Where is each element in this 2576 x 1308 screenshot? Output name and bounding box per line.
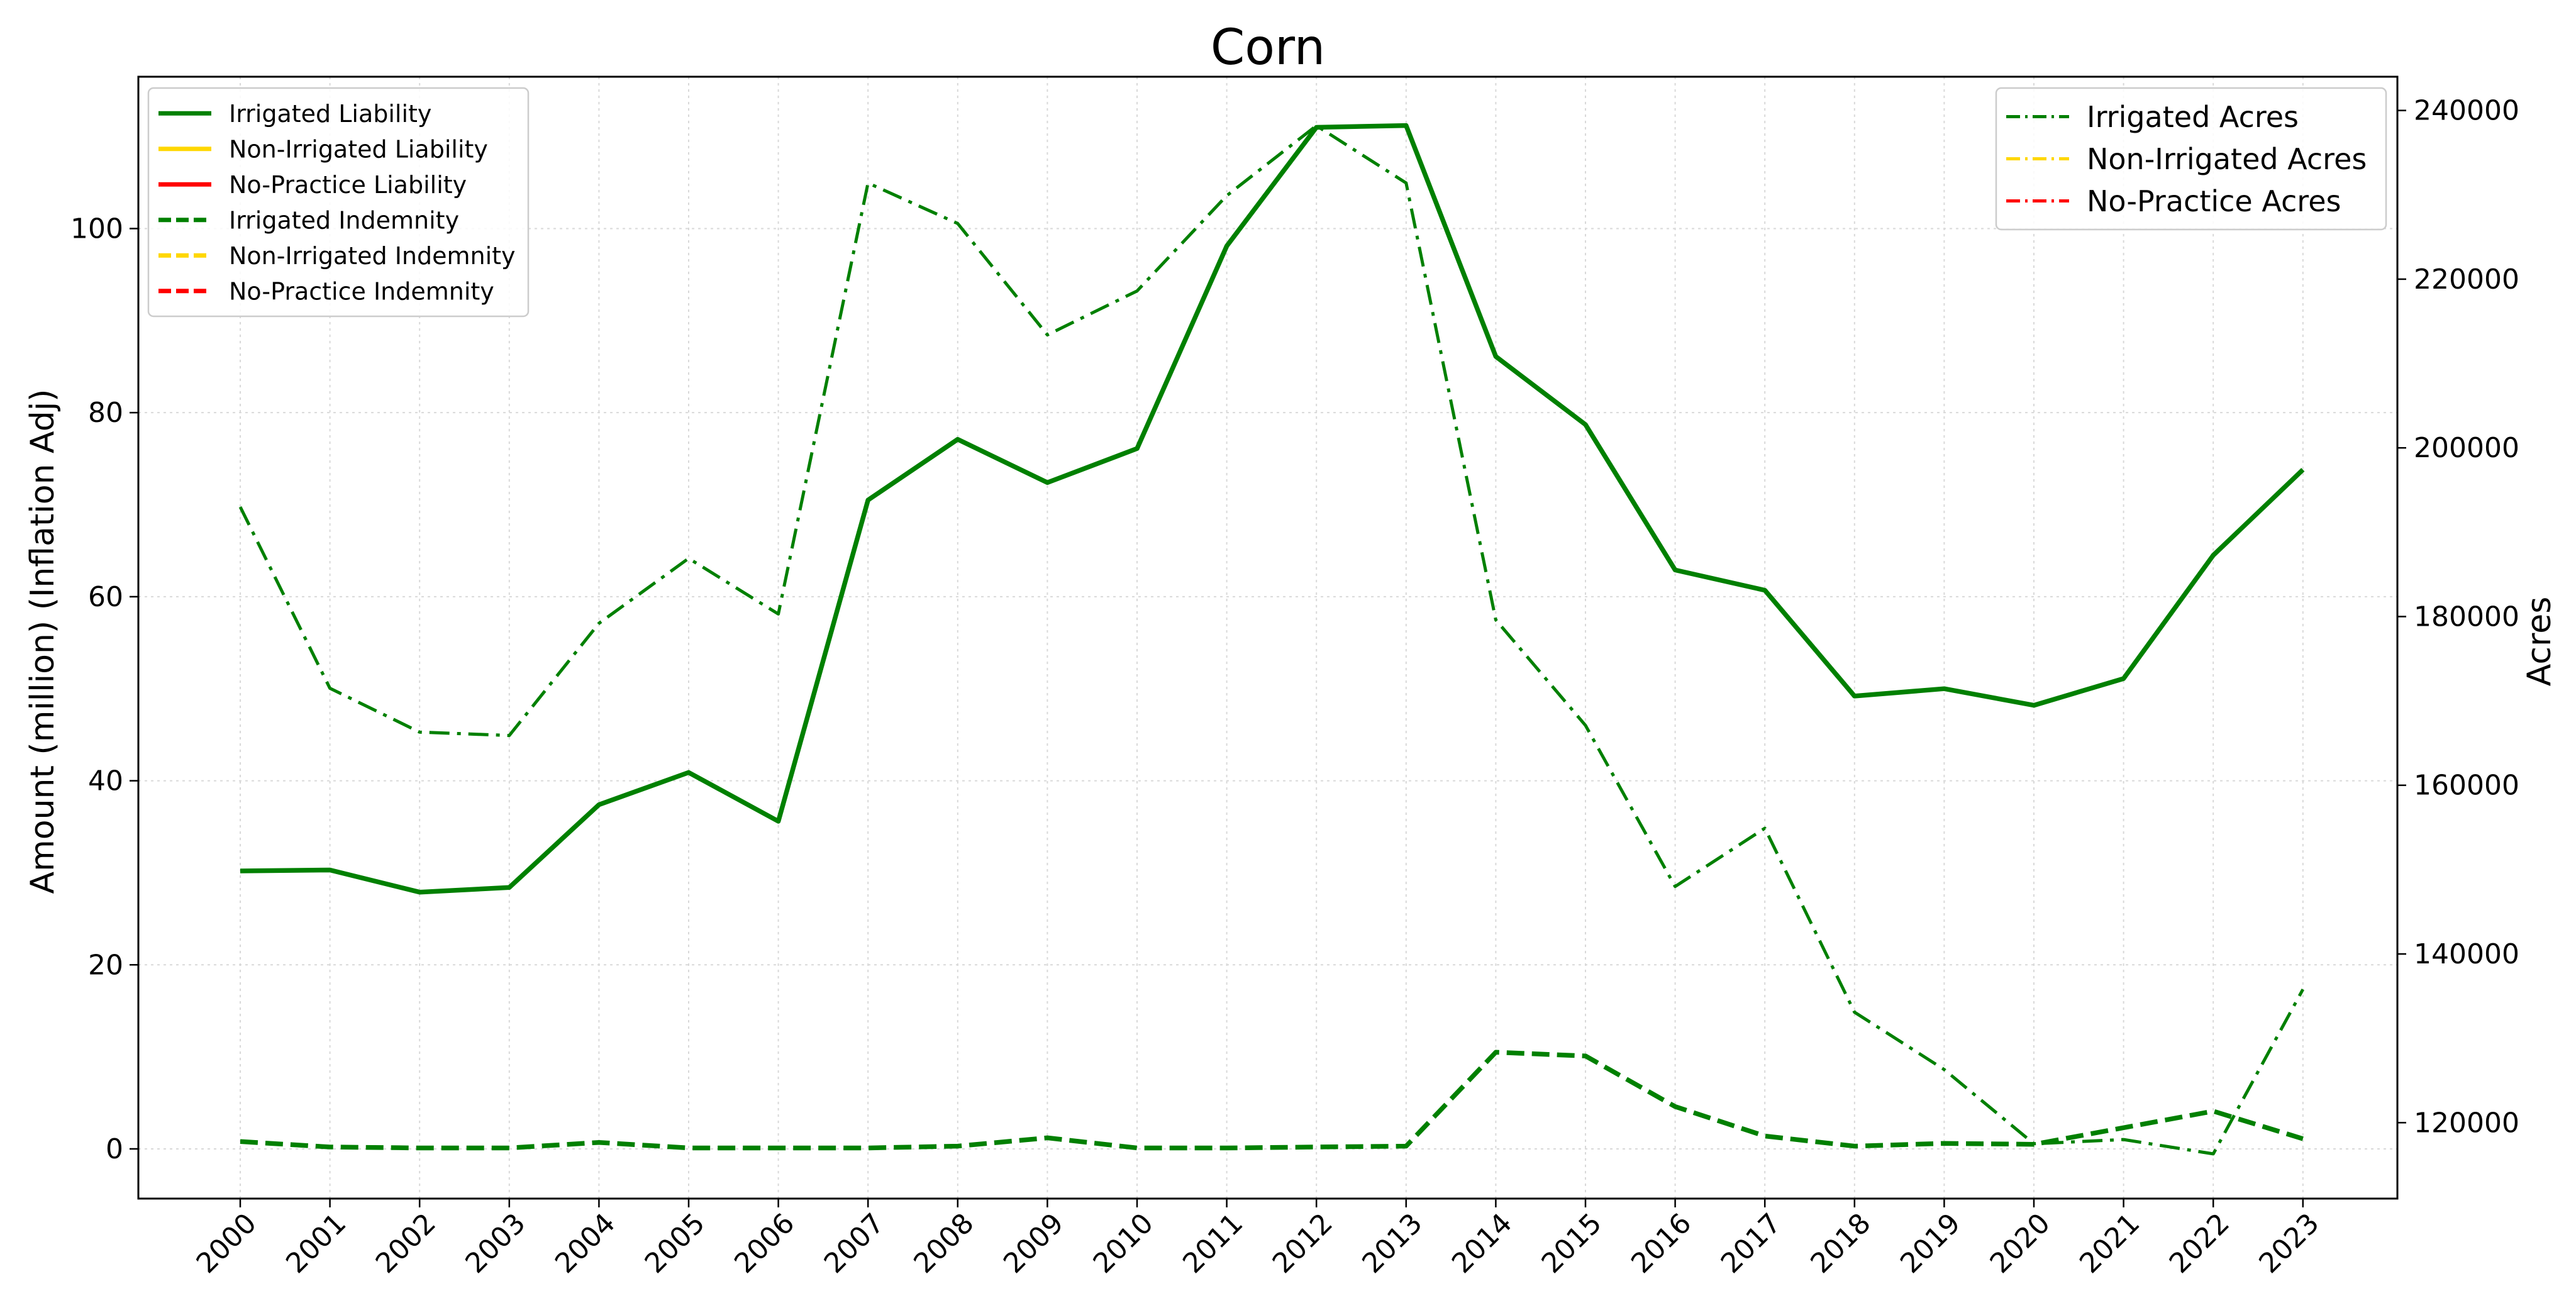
x-tick-label: 2015 — [1536, 1207, 1608, 1280]
legend-label: Non-Irrigated Indemnity — [229, 242, 516, 270]
legend-label: Irrigated Liability — [229, 100, 431, 128]
x-tick-label: 2023 — [2253, 1207, 2325, 1280]
y-axis-right-label: Acres — [2521, 597, 2558, 687]
x-tick-label: 2002 — [370, 1207, 442, 1280]
series-irrigated-indemnity — [240, 1050, 2304, 1151]
chart-title: Corn — [1211, 19, 1325, 76]
legend-left: Irrigated Liability Non-Irrigated Liabili… — [147, 87, 530, 318]
x-tick-label: 2010 — [1087, 1207, 1160, 1280]
legend-box — [147, 87, 530, 318]
x-tick-label: 2000 — [191, 1207, 263, 1280]
y-right-tick-label: 120000 — [2414, 1107, 2519, 1139]
x-tick-label: 2008 — [908, 1207, 980, 1280]
series-irrigated-acres — [238, 124, 2304, 1156]
y-axis-left: 0 20 40 60 80 100 — [70, 213, 138, 1165]
y-axis-right: 120000 140000 160000 180000 200000 220000 2400… — [2397, 95, 2519, 1139]
y-right-tick-label: 180000 — [2414, 601, 2519, 633]
y-tick-label: 20 — [88, 949, 123, 981]
y-tick-label: 100 — [70, 213, 123, 245]
y-tick-label: 40 — [88, 765, 123, 797]
x-tick-label: 2022 — [2163, 1207, 2236, 1280]
legend-label: Non-Irrigated Liability — [229, 135, 488, 163]
x-tick-label: 2005 — [639, 1207, 711, 1280]
y-right-tick-label: 220000 — [2414, 263, 2519, 296]
y-tick-label: 60 — [88, 581, 123, 613]
x-tick-label: 2016 — [1625, 1207, 1697, 1280]
y-right-tick-label: 160000 — [2414, 770, 2519, 802]
x-tick-label: 2001 — [280, 1207, 352, 1280]
y-right-tick-label: 140000 — [2414, 938, 2519, 970]
x-tick-label: 2018 — [1804, 1207, 1877, 1280]
legend-right: Irrigated Acres Non-Irrigated Acres No-Pra… — [1995, 87, 2387, 231]
x-tick-label: 2007 — [818, 1207, 891, 1280]
y-tick-label: 0 — [106, 1133, 123, 1165]
legend-box — [1995, 87, 2387, 231]
legend-label: No-Practice Indemnity — [229, 277, 494, 305]
legend-label: No-Practice Liability — [229, 171, 467, 199]
x-tick-label: 2003 — [459, 1207, 531, 1280]
y-right-tick-label: 240000 — [2414, 95, 2519, 127]
x-tick-label: 2021 — [2074, 1207, 2146, 1280]
x-tick-label: 2012 — [1267, 1207, 1339, 1280]
legend-label: No-Practice Acres — [2087, 184, 2341, 218]
x-tick-label: 2020 — [1984, 1207, 2057, 1280]
plot-frame — [137, 75, 2399, 1200]
series-lines — [238, 123, 2305, 1156]
x-tick-label: 2019 — [1894, 1207, 1967, 1280]
x-tick-label: 2004 — [549, 1207, 621, 1280]
x-tick-label: 2017 — [1715, 1207, 1787, 1280]
legend-label: Irrigated Indemnity — [229, 206, 459, 234]
legend-label: Irrigated Acres — [2087, 100, 2299, 134]
x-tick-label: 2009 — [997, 1207, 1070, 1280]
legend-label: Non-Irrigated Acres — [2087, 142, 2367, 176]
x-axis: 2000 2001 2002 2003 2004 2005 2006 2007 2008 2009… — [191, 1199, 2326, 1280]
x-tick-label: 2006 — [728, 1207, 801, 1280]
x-tick-label: 2014 — [1446, 1207, 1518, 1280]
x-tick-label: 2011 — [1177, 1207, 1249, 1280]
x-tick-label: 2013 — [1356, 1207, 1428, 1280]
y-tick-label: 80 — [88, 397, 123, 429]
series-irrigated-liability — [240, 123, 2305, 895]
y-right-tick-label: 200000 — [2414, 432, 2519, 464]
y-axis-left-label: Amount (million) (Inflation Adj) — [24, 389, 62, 894]
